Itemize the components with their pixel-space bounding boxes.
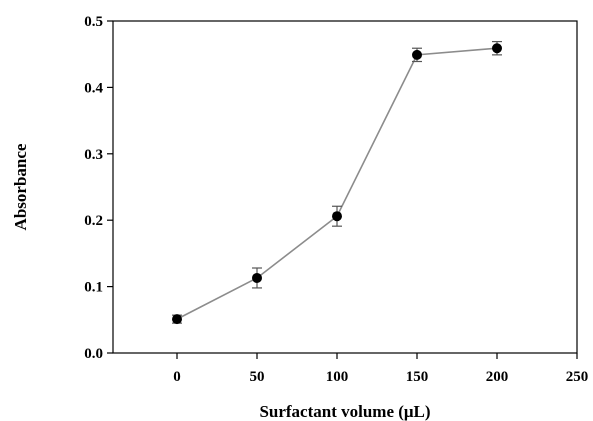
x-axis-ticks: 0 50 100 150 200 250: [173, 353, 588, 385]
y-axis-title: Absorbance: [11, 143, 30, 230]
y-tick-label: 0.5: [84, 14, 103, 30]
x-tick-label: 50: [250, 369, 265, 385]
x-tick-label: 150: [406, 369, 429, 385]
y-axis-ticks: 0.0 0.1 0.2 0.3 0.4 0.5: [84, 14, 113, 362]
data-point: [412, 49, 422, 60]
series-line: [176, 47, 498, 320]
data-series: [172, 40, 502, 325]
y-tick-label: 0.2: [84, 213, 103, 229]
x-axis-title: Surfactant volume (μL): [259, 402, 430, 421]
data-point: [252, 272, 262, 283]
x-tick-label: 100: [326, 369, 349, 385]
plot-frame: [112, 20, 578, 354]
data-point: [492, 43, 502, 54]
y-tick-label: 0.1: [84, 280, 103, 296]
data-point: [172, 314, 182, 325]
y-tick-label: 0.3: [84, 147, 103, 163]
data-point: [332, 211, 342, 222]
y-tick-label: 0.4: [84, 80, 103, 96]
x-tick-label: 250: [566, 369, 589, 385]
x-tick-label: 200: [486, 369, 509, 385]
x-tick-label: 0: [173, 369, 181, 385]
y-tick-label: 0.0: [84, 346, 103, 362]
